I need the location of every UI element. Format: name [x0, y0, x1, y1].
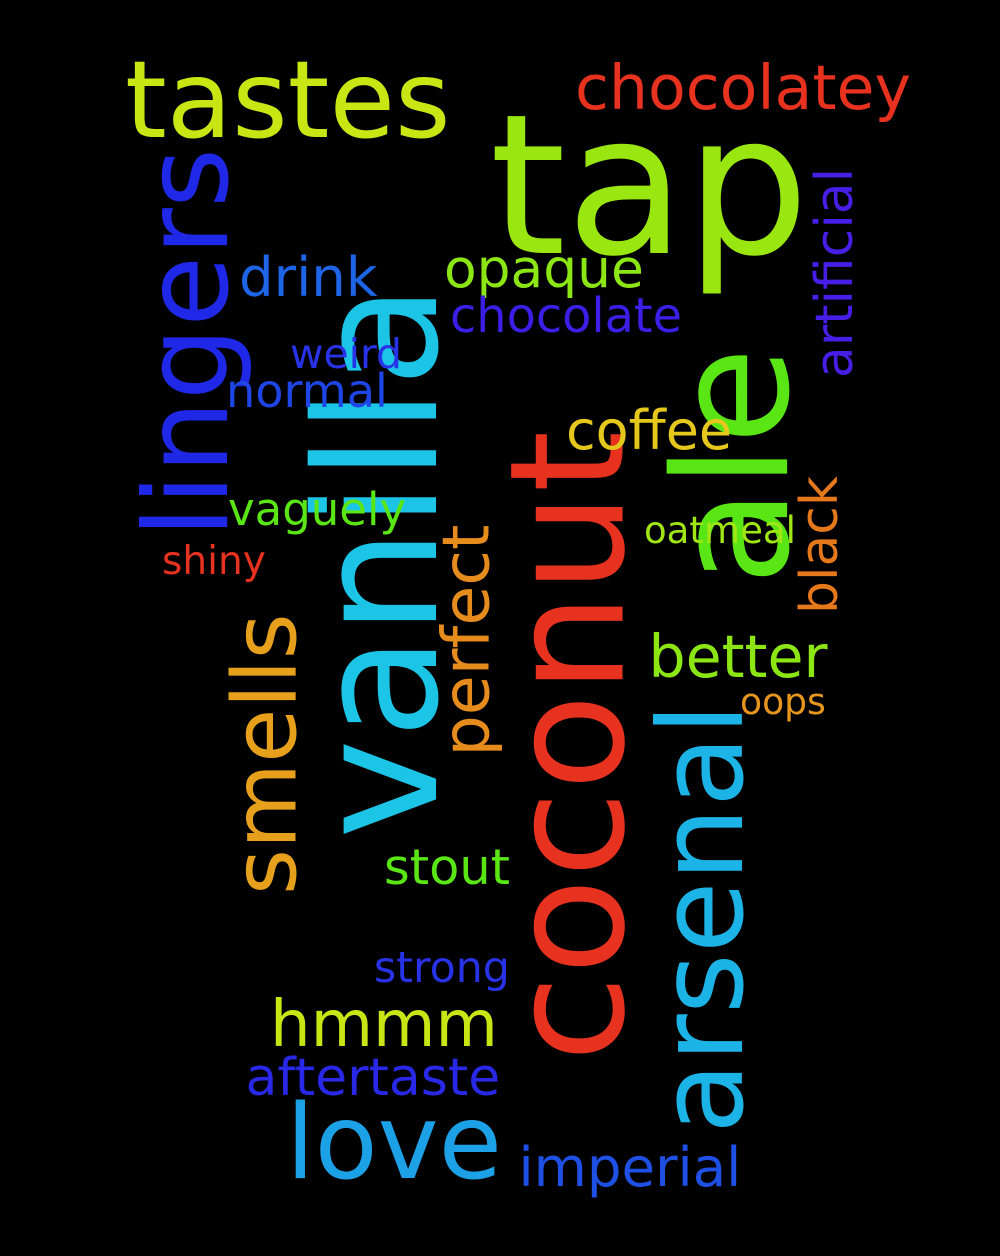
word-love: love — [286, 1082, 502, 1203]
word-imperial: imperial — [518, 1134, 742, 1199]
word-lingers: lingers — [121, 147, 256, 538]
word-shiny: shiny — [162, 538, 266, 584]
word-strong: strong — [374, 942, 510, 993]
word-opaque: opaque — [444, 236, 644, 300]
word-perfect: perfect — [429, 524, 505, 757]
word-arsenal: arsenal — [632, 702, 770, 1134]
word-hmmm: hmmm — [270, 988, 498, 1062]
word-oops: oops — [740, 681, 826, 723]
word-normal: normal — [226, 364, 388, 418]
word-black: black — [790, 475, 851, 615]
word-artificial: artificial — [805, 167, 866, 379]
word-oatmeal: oatmeal — [644, 508, 796, 552]
word-stout: stout — [384, 837, 510, 896]
word-smells: smells — [213, 613, 317, 896]
word-coffee: coffee — [566, 399, 733, 462]
word-weird: weird — [290, 329, 403, 378]
word-better: better — [648, 623, 828, 691]
word-chocolatey: chocolatey — [575, 52, 911, 124]
word-drink: drink — [239, 244, 378, 309]
word-tap: tap — [489, 71, 810, 299]
word-tastes: tastes — [125, 38, 451, 163]
word-chocolate: chocolate — [450, 289, 683, 344]
word-coconut: coconut — [476, 429, 661, 1062]
word-aftertaste: aftertaste — [245, 1048, 501, 1108]
word-vaguely: vaguely — [228, 482, 407, 536]
